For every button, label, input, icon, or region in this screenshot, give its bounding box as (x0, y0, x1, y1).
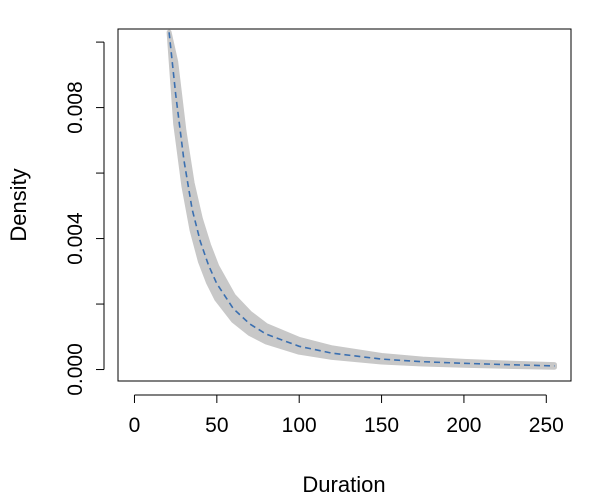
y-tick-label: 0.000 (64, 343, 87, 396)
x-tick-label: 200 (446, 414, 481, 437)
density-line-layer (168, 32, 555, 367)
y-axis-label: Density (6, 168, 31, 241)
x-tick-label: 150 (364, 414, 399, 437)
x-tick-label: 100 (282, 414, 317, 437)
x-tick-label: 250 (529, 414, 564, 437)
y-tick-label: 0.008 (64, 81, 87, 134)
x-axis-label: Duration (302, 472, 385, 497)
x-tick-label: 0 (129, 414, 141, 437)
x-tick-label: 50 (205, 414, 228, 437)
confidence-band (166, 29, 557, 370)
confidence-band-layer (166, 29, 557, 370)
x-axis: 0 50 100 150 200 250 (129, 394, 564, 437)
plot-frame (117, 28, 572, 382)
y-tick-label: 0.004 (64, 212, 87, 265)
y-axis: 0.000 0.004 0.008 (64, 41, 105, 396)
density-line (168, 32, 555, 367)
